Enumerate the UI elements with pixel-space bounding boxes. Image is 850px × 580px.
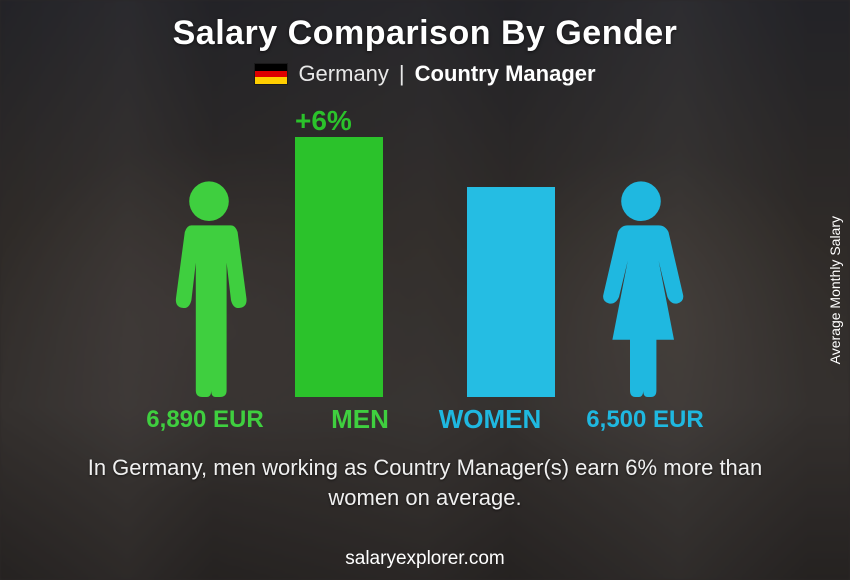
country-label: Germany — [298, 61, 388, 87]
page-title: Salary Comparison By Gender — [0, 0, 850, 53]
women-salary-label: 6,500 EUR — [555, 406, 735, 434]
footer-source: salaryexplorer.com — [0, 548, 850, 570]
percent-difference-label: +6% — [295, 105, 352, 137]
germany-flag-icon — [254, 63, 288, 85]
content-root: Salary Comparison By Gender Germany | Co… — [0, 0, 850, 580]
female-figure-icon — [597, 177, 685, 397]
male-figure-icon — [165, 177, 253, 397]
flag-stripe — [255, 71, 287, 78]
men-bar — [295, 137, 383, 397]
y-axis-label: Average Monthly Salary — [827, 216, 843, 364]
flag-stripe — [255, 64, 287, 71]
men-category-label: MEN — [295, 404, 425, 435]
subtitle-row: Germany | Country Manager — [0, 61, 850, 87]
chart-area: +6% 6,890 EUR MEN — [105, 105, 745, 435]
role-label: Country Manager — [415, 61, 596, 87]
separator: | — [399, 61, 405, 87]
description-text: In Germany, men working as Country Manag… — [65, 453, 785, 512]
women-bar — [467, 187, 555, 397]
labels-row: 6,890 EUR MEN WOMEN 6,500 EUR — [105, 404, 745, 435]
side-label-wrap: Average Monthly Salary — [820, 0, 850, 580]
women-category-label: WOMEN — [425, 404, 555, 435]
flag-stripe — [255, 77, 287, 84]
men-salary-label: 6,890 EUR — [115, 406, 295, 434]
